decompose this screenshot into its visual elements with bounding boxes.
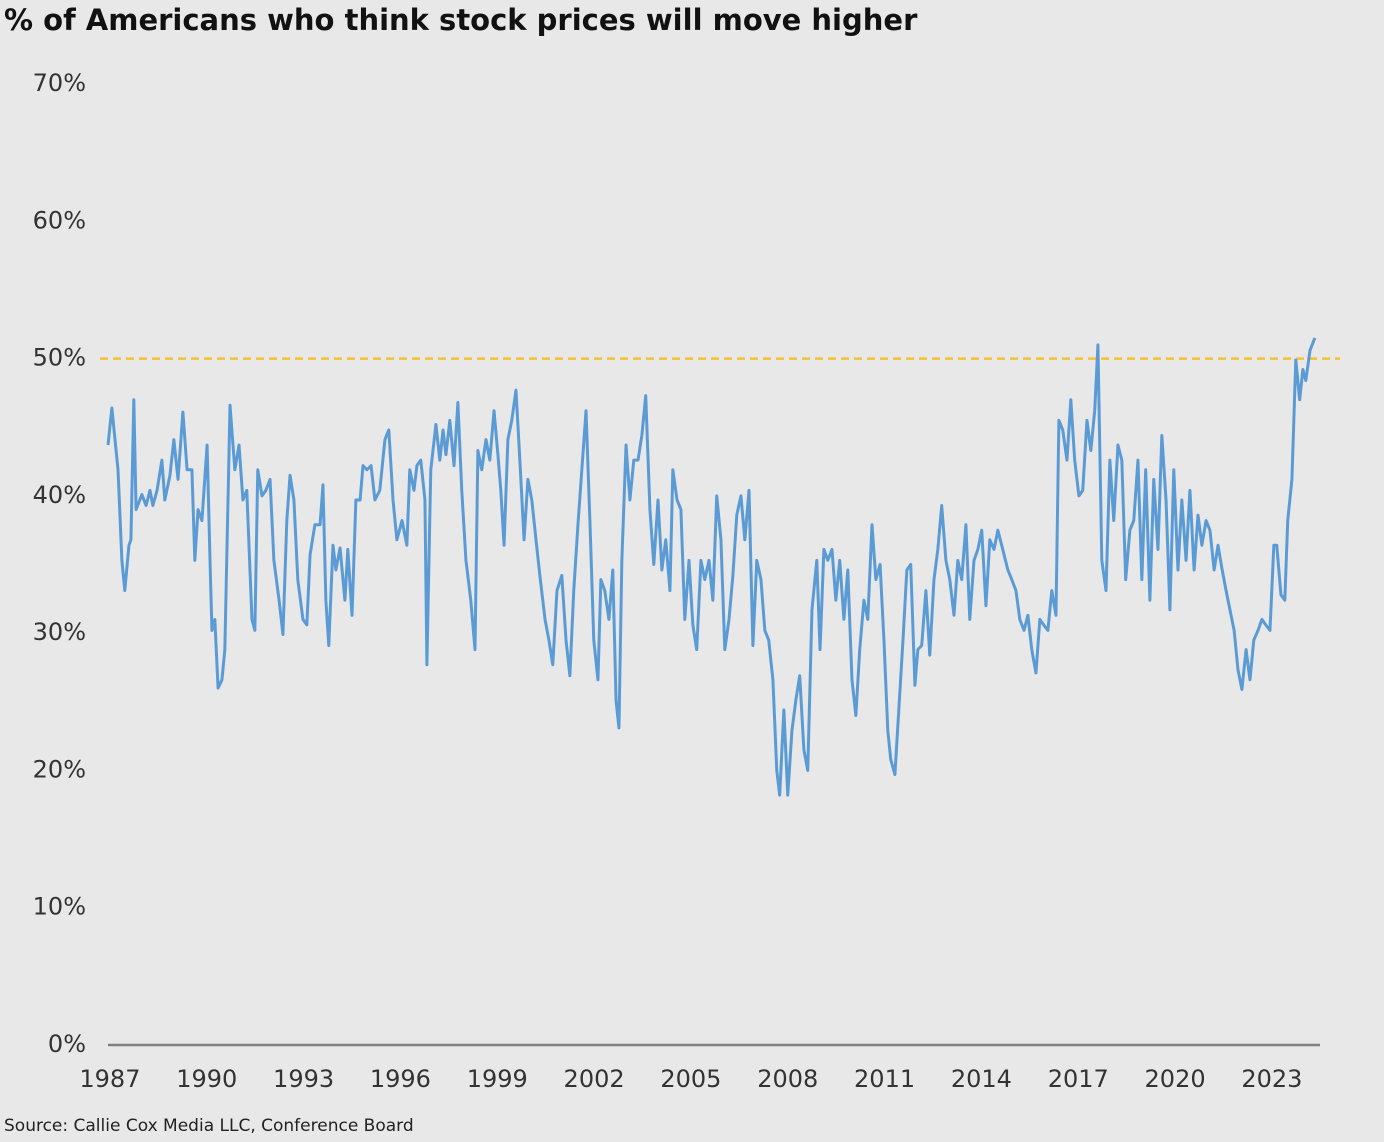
x-tick-label: 1996 — [370, 1065, 431, 1093]
y-tick-label: 10% — [33, 893, 86, 921]
x-tick-label: 1990 — [176, 1065, 237, 1093]
x-tick-label: 2011 — [854, 1065, 915, 1093]
x-tick-label: 2023 — [1241, 1065, 1302, 1093]
x-tick-label: 2005 — [660, 1065, 721, 1093]
y-tick-label: 70% — [33, 69, 86, 97]
data-line — [106, 337, 1317, 797]
x-tick-label: 2014 — [951, 1065, 1012, 1093]
y-tick-label: 20% — [33, 755, 86, 783]
y-tick-label: 40% — [33, 481, 86, 509]
x-tick-label: 1999 — [467, 1065, 528, 1093]
x-tick-label: 1993 — [273, 1065, 334, 1093]
x-tick-label: 1987 — [79, 1065, 140, 1093]
x-tick-label: 2008 — [757, 1065, 818, 1093]
x-tick-label: 2020 — [1145, 1065, 1206, 1093]
y-tick-label: 60% — [33, 206, 86, 234]
source-note: Source: Callie Cox Media LLC, Conference… — [4, 1116, 414, 1136]
y-tick-label: 30% — [33, 618, 86, 646]
x-tick-label: 2002 — [564, 1065, 625, 1093]
x-tick-label: 2017 — [1048, 1065, 1109, 1093]
y-tick-label: 50% — [33, 344, 86, 372]
y-tick-label: 0% — [48, 1030, 86, 1058]
chart-title: % of Americans who think stock prices wi… — [4, 3, 918, 37]
